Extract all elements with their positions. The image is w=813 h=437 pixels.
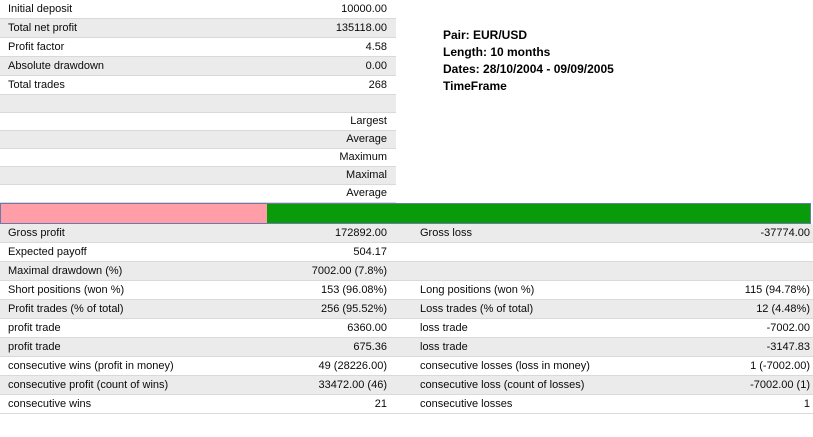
metric-label: Short positions (won %) bbox=[8, 284, 125, 296]
metric-label: profit trade bbox=[8, 322, 61, 334]
table-row: Total net profit 135118.00 bbox=[0, 19, 396, 38]
metric-value: 7002.00 (7.8%) bbox=[311, 265, 387, 277]
metric-label: loss trade bbox=[420, 341, 468, 353]
metric-value: 172892.00 bbox=[335, 227, 387, 239]
table-row: Expected payoff 504.17 bbox=[0, 243, 813, 262]
metric-label: consecutive loss (count of losses) bbox=[420, 379, 585, 391]
metric-label: Expected payoff bbox=[8, 246, 87, 258]
metric-value: Average bbox=[346, 187, 387, 199]
table-row: Short positions (won %) 153 (96.08%) Lon… bbox=[0, 281, 813, 300]
metric-value: Average bbox=[346, 133, 387, 145]
metric-label: consecutive wins bbox=[8, 398, 92, 410]
metric-value: 153 (96.08%) bbox=[320, 284, 387, 296]
metric-value: Maximum bbox=[339, 151, 387, 163]
metric-label bbox=[0, 149, 339, 166]
metric-value: -7002.00 bbox=[766, 322, 810, 334]
metric-value: -3147.83 bbox=[766, 341, 810, 353]
pair-line: Pair: EUR/USD bbox=[443, 28, 528, 42]
table-row: Maximum bbox=[0, 149, 396, 167]
metric-label: Initial deposit bbox=[8, 3, 73, 15]
metric-label: consecutive wins (profit in money) bbox=[8, 360, 174, 372]
profit-loss-bar bbox=[0, 203, 811, 224]
metric-value: 1 (-7002.00) bbox=[750, 360, 810, 372]
metric-value: 49 (28226.00) bbox=[318, 360, 388, 372]
metric-label: Absolute drawdown bbox=[8, 60, 105, 72]
summary-table: Initial deposit 10000.00 Total net profi… bbox=[0, 0, 396, 95]
table-row: consecutive wins (profit in money) 49 (2… bbox=[0, 357, 813, 376]
metric-label bbox=[396, 262, 810, 280]
metric-label: Profit trades (% of total) bbox=[8, 303, 124, 315]
table-row: Profit trades (% of total) 256 (95.52%) … bbox=[0, 300, 813, 319]
metric-value: 675.36 bbox=[353, 341, 387, 353]
metric-label: loss trade bbox=[420, 322, 468, 334]
table-row: Total trades 268 bbox=[0, 76, 396, 95]
metric-label bbox=[396, 243, 810, 261]
profit-loss-bar-loss-segment bbox=[1, 204, 268, 223]
test-info-block: Pair: EUR/USD Length: 10 months Dates: 2… bbox=[443, 27, 614, 95]
metric-label bbox=[0, 113, 350, 130]
table-row: Absolute drawdown 0.00 bbox=[0, 57, 396, 76]
strategy-report: Initial deposit 10000.00 Total net profi… bbox=[0, 0, 813, 414]
metric-label: Maximal drawdown (%) bbox=[8, 265, 123, 277]
metric-label: Profit factor bbox=[8, 41, 65, 53]
dates-line: Dates: 28/10/2004 - 09/09/2005 bbox=[443, 62, 614, 76]
table-row: consecutive profit (count of wins) 33472… bbox=[0, 376, 813, 395]
profit-loss-bar-profit-segment bbox=[267, 204, 810, 223]
metric-label: Loss trades (% of total) bbox=[420, 303, 534, 315]
statistics-table: Gross profit 172892.00 Gross loss -37774… bbox=[0, 224, 813, 414]
metric-value: Maximal bbox=[346, 169, 387, 181]
metric-value: 33472.00 (46) bbox=[318, 379, 388, 391]
table-row: consecutive wins 21 consecutive losses 1 bbox=[0, 395, 813, 414]
metric-label: Total trades bbox=[8, 79, 65, 91]
metric-value: 12 (4.48%) bbox=[756, 303, 810, 315]
metric-value: 1 bbox=[803, 398, 810, 410]
table-row: profit trade 675.36 loss trade -3147.83 bbox=[0, 338, 813, 357]
metric-value: 256 (95.52%) bbox=[320, 303, 387, 315]
metric-value: 504.17 bbox=[353, 246, 387, 258]
metric-value: 6360.00 bbox=[347, 322, 387, 334]
metric-label: Gross loss bbox=[420, 227, 472, 239]
metric-label: consecutive losses (loss in money) bbox=[420, 360, 590, 372]
table-row: Average bbox=[0, 131, 396, 149]
metric-value bbox=[387, 95, 396, 112]
metric-value: -37774.00 bbox=[760, 227, 810, 239]
stat-header-table: Largest Average Maximum Maximal Average bbox=[0, 95, 396, 203]
metric-value: 4.58 bbox=[365, 41, 387, 53]
metric-value: 268 bbox=[368, 79, 387, 91]
metric-label: Long positions (won %) bbox=[420, 284, 535, 296]
table-row: Maximal bbox=[0, 167, 396, 185]
metric-value: 21 bbox=[374, 398, 387, 410]
table-row: profit trade 6360.00 loss trade -7002.00 bbox=[0, 319, 813, 338]
metric-value: 10000.00 bbox=[341, 3, 387, 15]
metric-value: 135118.00 bbox=[335, 22, 387, 34]
table-row bbox=[0, 95, 396, 113]
metric-value: 0.00 bbox=[365, 60, 387, 72]
timeframe-line: TimeFrame bbox=[443, 79, 507, 93]
metric-label: Gross profit bbox=[8, 227, 65, 239]
table-row: Gross profit 172892.00 Gross loss -37774… bbox=[0, 224, 813, 243]
table-row: Largest bbox=[0, 113, 396, 131]
metric-value: Largest bbox=[350, 115, 387, 127]
metric-value: -7002.00 (1) bbox=[750, 379, 810, 391]
table-row: Average bbox=[0, 185, 396, 203]
metric-label: Total net profit bbox=[8, 22, 78, 34]
metric-label: consecutive profit (count of wins) bbox=[8, 379, 169, 391]
length-line: Length: 10 months bbox=[443, 45, 551, 59]
metric-label: consecutive losses bbox=[420, 398, 513, 410]
metric-label bbox=[0, 185, 346, 202]
table-row: Initial deposit 10000.00 bbox=[0, 0, 396, 19]
table-row: Profit factor 4.58 bbox=[0, 38, 396, 57]
metric-label bbox=[0, 131, 346, 148]
metric-label: profit trade bbox=[8, 341, 61, 353]
table-row: Maximal drawdown (%) 7002.00 (7.8%) bbox=[0, 262, 813, 281]
metric-value: 115 (94.78%) bbox=[744, 284, 810, 296]
metric-label bbox=[0, 95, 387, 112]
metric-label bbox=[0, 167, 346, 184]
